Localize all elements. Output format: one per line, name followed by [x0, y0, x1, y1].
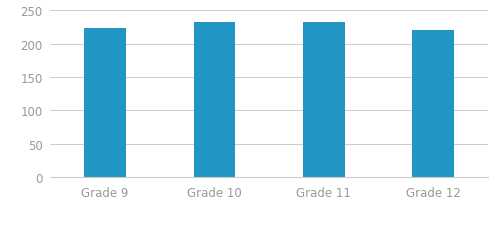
Bar	[84, 29, 126, 177]
Bar	[194, 23, 235, 177]
Bar	[412, 31, 454, 177]
Bar	[303, 23, 345, 177]
